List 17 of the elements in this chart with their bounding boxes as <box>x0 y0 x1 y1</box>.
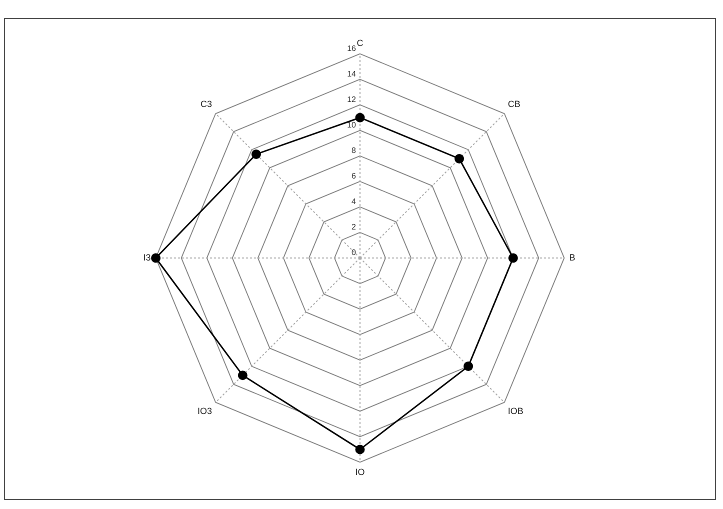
spoke-label: C <box>356 38 364 48</box>
y-tick-label: 4 <box>352 197 357 206</box>
spoke-label: IO <box>355 467 365 478</box>
y-tick-label: 0 <box>352 248 357 258</box>
y-tick-label: 12 <box>347 95 357 104</box>
y-tick-label: 8 <box>352 146 357 156</box>
spoke-label: I3 <box>143 252 151 262</box>
y-tick-label: 2 <box>352 222 357 232</box>
y-tick-label: 14 <box>347 70 357 79</box>
y-tick-label: 10 <box>347 120 357 130</box>
spoke-label: IO3 <box>198 406 212 416</box>
y-tick-label: 6 <box>352 172 357 181</box>
spoke-label: C3 <box>200 99 212 110</box>
spoke-label: CB <box>508 99 520 110</box>
spoke-label: B <box>569 252 576 262</box>
y-tick-label: 16 <box>347 44 357 54</box>
spoke-label: IOB <box>508 406 524 416</box>
